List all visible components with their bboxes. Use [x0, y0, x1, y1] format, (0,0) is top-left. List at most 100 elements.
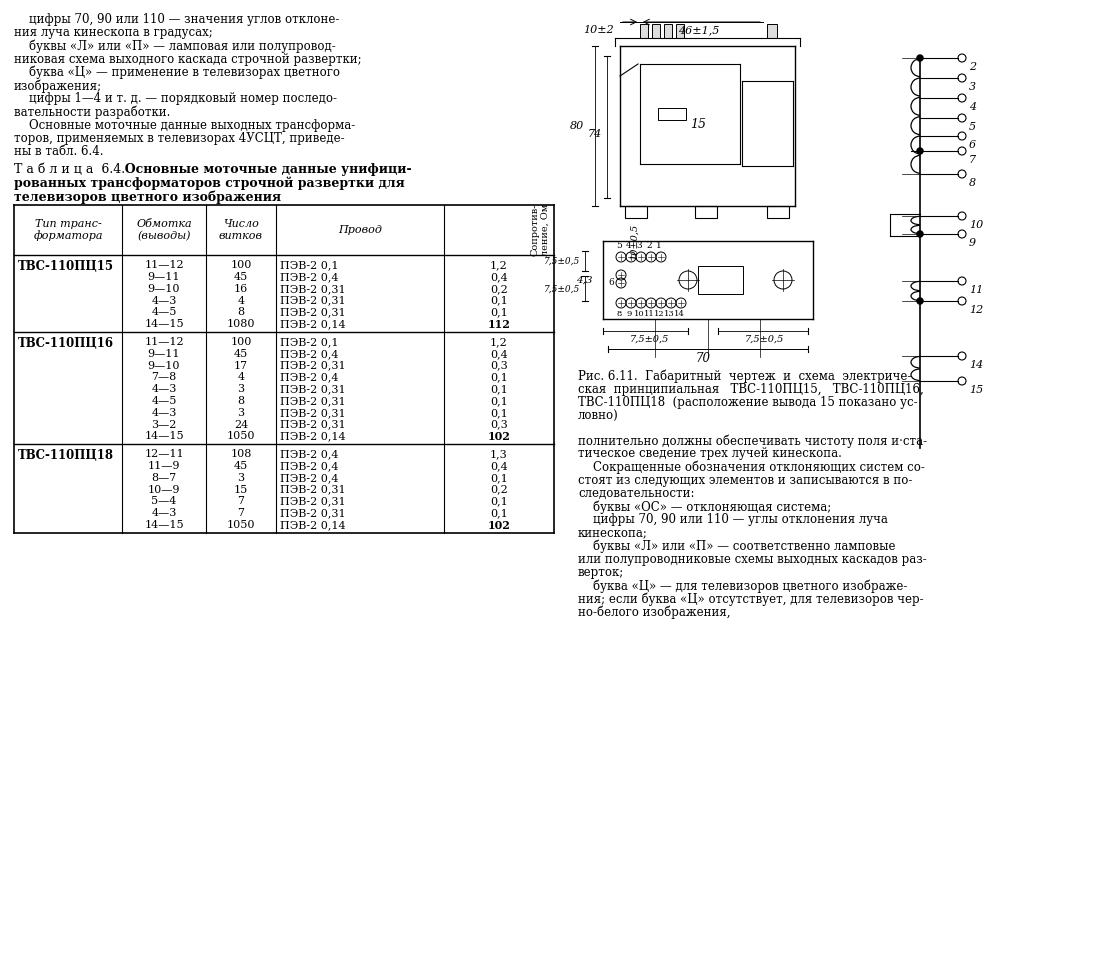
Text: ПЭВ-2 0,31: ПЭВ-2 0,31 [280, 509, 346, 518]
Text: кинескопа;: кинескопа; [578, 527, 647, 539]
Text: 3: 3 [238, 408, 244, 418]
Text: 3: 3 [969, 82, 977, 92]
Text: телевизоров цветного изображения: телевизоров цветного изображения [14, 190, 281, 204]
Text: 10±2: 10±2 [584, 25, 613, 35]
Text: 0,1: 0,1 [490, 496, 508, 507]
Circle shape [916, 230, 924, 237]
Text: ПЭВ-2 0,31: ПЭВ-2 0,31 [280, 360, 346, 371]
Text: ПЭВ-2 0,31: ПЭВ-2 0,31 [280, 396, 346, 406]
Text: Обмотка
(выводы): Обмотка (выводы) [137, 219, 192, 241]
Text: 5: 5 [617, 241, 622, 250]
Text: 15: 15 [690, 118, 706, 131]
Text: 0,4: 0,4 [490, 461, 508, 471]
Text: ПЭВ-2 0,4: ПЭВ-2 0,4 [280, 473, 338, 483]
Text: 4—5: 4—5 [151, 308, 176, 317]
Text: ТВС-110ПЦ18: ТВС-110ПЦ18 [18, 449, 115, 462]
Text: 8: 8 [969, 178, 977, 188]
Text: ПЭВ-2 0,31: ПЭВ-2 0,31 [280, 295, 346, 306]
Text: 15: 15 [969, 385, 983, 395]
Text: цифры 70, 90 или 110 — значения углов отклоне-: цифры 70, 90 или 110 — значения углов от… [14, 13, 339, 26]
Text: 7,5±0,5: 7,5±0,5 [544, 285, 580, 293]
Text: 14: 14 [969, 360, 983, 370]
Text: Число
витков: Число витков [219, 219, 263, 241]
Text: ТВС-110ПЦ16: ТВС-110ПЦ16 [18, 337, 115, 350]
Text: 45: 45 [233, 272, 248, 282]
Text: 8: 8 [617, 310, 622, 318]
Text: цифры 1—4 и т. д. — порядковый номер последо-: цифры 1—4 и т. д. — порядковый номер пос… [14, 92, 337, 105]
Text: 0,1: 0,1 [490, 408, 508, 418]
Text: 5: 5 [969, 122, 977, 132]
Text: 4—5: 4—5 [151, 396, 176, 406]
Text: вательности разработки.: вательности разработки. [14, 105, 171, 119]
Circle shape [916, 54, 924, 61]
Text: Основные моточные данные унифици-: Основные моточные данные унифици- [116, 163, 412, 176]
Text: ПЭВ-2 0,14: ПЭВ-2 0,14 [280, 319, 346, 329]
Text: изображения;: изображения; [14, 79, 102, 93]
Text: Тип транс-
форматора: Тип транс- форматора [33, 219, 102, 242]
Text: 4—3: 4—3 [151, 384, 176, 394]
Text: 7: 7 [238, 496, 244, 507]
Text: 1050: 1050 [227, 520, 255, 530]
Text: 15: 15 [233, 485, 248, 494]
Text: ПЭВ-2 0,1: ПЭВ-2 0,1 [280, 337, 338, 347]
Text: 80: 80 [570, 121, 585, 131]
Text: 0,1: 0,1 [490, 308, 508, 317]
Text: 4: 4 [238, 373, 244, 382]
Text: ТВС-110ПЦ15: ТВС-110ПЦ15 [18, 260, 115, 273]
Text: 11—9: 11—9 [148, 461, 181, 471]
Text: ПЭВ-2 0,31: ПЭВ-2 0,31 [280, 284, 346, 293]
Text: Основные моточные данные выходных трансформа-: Основные моточные данные выходных трансф… [14, 119, 356, 132]
Text: ПЭВ-2 0,4: ПЭВ-2 0,4 [280, 272, 338, 282]
Text: 16: 16 [233, 284, 248, 293]
Text: 1,3: 1,3 [490, 449, 508, 459]
Text: 11—12: 11—12 [144, 260, 184, 271]
Text: 11: 11 [969, 285, 983, 295]
Text: 12: 12 [654, 310, 664, 318]
Bar [767, 24, 777, 38]
Text: 45: 45 [233, 461, 248, 471]
Text: стоят из следующих элементов и записываются в по-: стоят из следующих элементов и записываю… [578, 473, 913, 487]
Text: 1,2: 1,2 [490, 260, 508, 271]
Text: ны в табл. 6.4.: ны в табл. 6.4. [14, 145, 103, 158]
Text: 9: 9 [969, 238, 977, 248]
Text: 74: 74 [588, 129, 602, 139]
Text: 108: 108 [230, 449, 252, 459]
Bar [767, 206, 789, 218]
Circle shape [916, 147, 924, 155]
Text: ТВС-110ПЦ18  (расположение вывода 15 показано ус-: ТВС-110ПЦ18 (расположение вывода 15 пока… [578, 396, 917, 409]
Text: 12—11: 12—11 [144, 449, 184, 459]
Text: верток;: верток; [578, 566, 624, 579]
Text: ская  принципиальная   ТВС-110ПЦ15,   ТВС-110ПЦ16,: ская принципиальная ТВС-110ПЦ15, ТВС-110… [578, 382, 924, 396]
Text: 102: 102 [488, 520, 511, 531]
Text: 7—8: 7—8 [151, 373, 176, 382]
Bar [676, 24, 684, 38]
Text: 10: 10 [969, 220, 983, 230]
Text: 2: 2 [646, 241, 652, 250]
Text: ПЭВ-2 0,31: ПЭВ-2 0,31 [280, 485, 346, 494]
Text: ПЭВ-2 0,4: ПЭВ-2 0,4 [280, 449, 338, 459]
Text: буква «Ц» — для телевизоров цветного изображе-: буква «Ц» — для телевизоров цветного изо… [578, 579, 907, 593]
Text: 9—10: 9—10 [148, 284, 181, 293]
Text: 4,3: 4,3 [576, 275, 592, 285]
Text: Сокращенные обозначения отклоняющих систем со-: Сокращенные обозначения отклоняющих сист… [578, 461, 925, 474]
Text: 4: 4 [969, 102, 977, 112]
Text: торов, применяемых в телевизорах 4УСЦТ, приведе-: торов, применяемых в телевизорах 4УСЦТ, … [14, 132, 345, 144]
Text: ПЭВ-2 0,4: ПЭВ-2 0,4 [280, 461, 338, 471]
Text: 24: 24 [233, 420, 248, 429]
Text: 11—12: 11—12 [144, 337, 184, 347]
Text: 3: 3 [238, 473, 244, 483]
Text: 0,1: 0,1 [490, 384, 508, 394]
Text: 9—11: 9—11 [148, 272, 181, 282]
Text: 6: 6 [969, 140, 977, 150]
Text: ПЭВ-2 0,31: ПЭВ-2 0,31 [280, 408, 346, 418]
Text: 7,5±0,5: 7,5±0,5 [630, 335, 669, 344]
Text: ПЭВ-2 0,1: ПЭВ-2 0,1 [280, 260, 338, 271]
Text: ловно): ловно) [578, 409, 619, 423]
Text: ПЭВ-2 0,31: ПЭВ-2 0,31 [280, 308, 346, 317]
Text: 112: 112 [488, 319, 511, 330]
Text: никовая схема выходного каскада строчной развертки;: никовая схема выходного каскада строчной… [14, 53, 361, 66]
Text: буквы «Л» или «П» — ламповая или полупровод-: буквы «Л» или «П» — ламповая или полупро… [14, 39, 336, 53]
Text: 4—3: 4—3 [151, 295, 176, 306]
Text: полнительно должны обеспечивать чистоту поля и·ста-: полнительно должны обеспечивать чистоту … [578, 434, 927, 447]
Text: цифры 70, 90 или 110 — углы отклонения луча: цифры 70, 90 или 110 — углы отклонения л… [578, 513, 887, 526]
